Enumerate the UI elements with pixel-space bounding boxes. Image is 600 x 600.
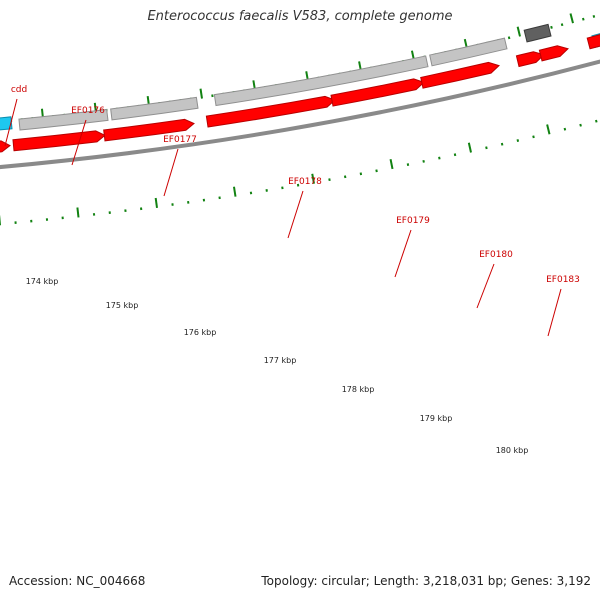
cds-arrow: [515, 51, 545, 68]
scale-tick: [453, 153, 457, 157]
scale-tick: [516, 139, 520, 142]
map-title: Enterococcus faecalis V583, complete gen…: [147, 9, 453, 24]
scale-tick: [592, 14, 596, 18]
scale-tick: [532, 135, 535, 139]
backbone-layer: [0, 59, 600, 169]
gene-leader-line: [163, 148, 179, 197]
gene-leader-line: [4, 98, 18, 147]
gene-region-block: [213, 55, 429, 107]
cds-arrow: [103, 118, 195, 142]
label-layer: cdd EF0176 EF0177 EF0178 EF0179 EF0180 EF0183 1…: [4, 85, 580, 455]
scale-tick: [516, 26, 521, 37]
scale-tick: [500, 142, 504, 146]
scale-tick: [550, 25, 553, 29]
cyan-feature-block: [0, 116, 13, 131]
scale-tick: [154, 197, 158, 209]
kbp-label: 177 kbp: [264, 356, 297, 365]
kbp-label: 179 kbp: [420, 414, 453, 423]
kbp-label: 175 kbp: [106, 301, 139, 310]
scale-tick: [467, 142, 472, 153]
scale-tick: [569, 13, 574, 24]
gene-region-block: [429, 37, 508, 67]
scale-tick: [560, 23, 564, 27]
scale-tick: [76, 207, 80, 218]
gene-label-ef0180: EF0180: [479, 250, 513, 260]
scale-tick: [579, 123, 582, 127]
scale-tick: [485, 146, 488, 150]
kbp-label: 176 kbp: [184, 328, 217, 337]
cds-arrow: [586, 34, 600, 50]
gene-leader-line: [394, 229, 412, 278]
gene-label-ef0179: EF0179: [396, 216, 430, 226]
cds-arrow: [538, 45, 569, 62]
accession-text: Accession: NC_004668: [9, 574, 146, 588]
scale-tick: [311, 173, 315, 184]
gene-label-ef0178: EF0178: [288, 177, 322, 187]
gene-leader-line: [71, 119, 87, 166]
backbone-line: [0, 59, 600, 169]
gene-leader-line: [547, 288, 562, 337]
scale-tick: [422, 159, 425, 163]
feature-layer: [0, 23, 600, 153]
gene-label-ef0177: EF0177: [163, 135, 197, 145]
kbp-label: 178 kbp: [342, 385, 375, 394]
gene-label-cdd: cdd: [11, 85, 27, 95]
scale-tick: [595, 119, 598, 123]
gene-region-block: [18, 108, 109, 131]
scale-tick: [389, 158, 394, 170]
kbp-label: 180 kbp: [496, 446, 529, 455]
cds-arrow: [205, 95, 336, 128]
scale-tick: [232, 186, 237, 197]
scale-tick: [581, 17, 585, 21]
cds-arrow: [330, 78, 425, 107]
scale-tick: [563, 127, 567, 131]
gene-leader-line: [287, 190, 304, 239]
dark-feature-block: [523, 23, 552, 43]
gene-region-block: [110, 96, 199, 121]
cds-arrow: [12, 130, 106, 152]
scale-tick: [546, 124, 551, 135]
cds-arrow: [0, 140, 11, 153]
scale-tick: [507, 36, 511, 40]
scale-tick: [199, 88, 203, 99]
scale-tick: [438, 156, 441, 160]
genome-summary: Topology: circular; Length: 3,218,031 bp…: [261, 574, 591, 588]
gene-leader-line: [476, 263, 495, 309]
gene-label-ef0183: EF0183: [546, 275, 580, 285]
gene-label-ef0176: EF0176: [71, 106, 105, 116]
kbp-label: 174 kbp: [26, 277, 59, 286]
cds-arrow: [420, 61, 500, 89]
